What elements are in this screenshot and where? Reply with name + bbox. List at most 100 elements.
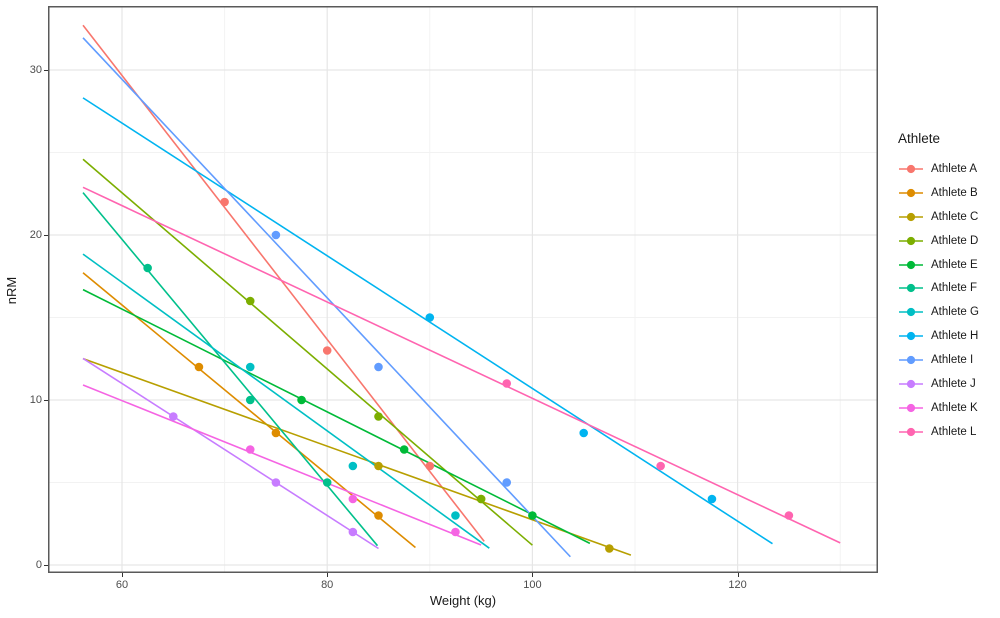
legend-key-dot [906,212,916,221]
trend-line-athlete-d [82,158,533,546]
data-point-athlete-f [245,395,255,405]
legend-item-athlete-j: Athlete J [898,372,979,396]
axis-tick [44,70,48,71]
legend-item-label: Athlete F [931,282,978,295]
legend-key-glyph [899,188,923,197]
legend-key-dot [906,308,916,317]
data-point-athlete-j [348,527,358,537]
data-point-athlete-f [143,263,152,273]
x-tick-label: 120 [728,579,747,591]
x-tick-label: 80 [321,579,334,591]
trend-line-athlete-j [82,357,379,550]
axis-tick [44,235,48,236]
legend-item-athlete-d: Athlete D [898,229,979,253]
data-point-athlete-k [451,527,460,537]
legend-item-athlete-e: Athlete E [898,253,979,277]
legend-key-glyph [899,332,923,341]
data-point-athlete-d [476,494,486,504]
legend-item-label: Athlete G [931,306,979,319]
legend-key-dot [906,284,916,293]
legend-item-athlete-l: Athlete L [898,420,979,444]
data-point-athlete-i [374,362,383,372]
legend-key-glyph [899,284,923,293]
data-point-athlete-k [245,445,255,454]
data-point-athlete-d [374,412,383,421]
trend-line-athlete-f [82,192,379,547]
legend-key-glyph [899,212,923,221]
legend-item-label: Athlete C [931,210,979,223]
data-point-athlete-c [374,461,383,471]
legend-item-athlete-h: Athlete H [898,324,979,348]
data-point-athlete-l [656,461,665,471]
y-tick-label: 20 [29,229,42,241]
legend-item-label: Athlete J [931,377,976,390]
x-tick-label: 100 [523,579,542,591]
axis-tick [122,573,123,577]
legend-item-label: Athlete K [931,401,978,414]
trend-line-athlete-l [82,186,841,544]
legend-key-dot [906,403,916,412]
data-point-athlete-l [784,511,794,520]
legend-item-label: Athlete A [931,162,978,175]
data-point-athlete-c [605,544,614,553]
legend-item-athlete-i: Athlete I [898,348,979,372]
legend-key-glyph [899,379,923,389]
y-tick-label: 0 [35,559,42,571]
data-point-athlete-i [271,230,281,240]
data-point-athlete-j [271,478,281,487]
x-axis-title: Weight (kg) [429,593,497,608]
legend-key-dot [906,427,916,436]
data-point-athlete-a [425,461,435,471]
legend-item-label: Athlete E [931,258,978,271]
legend-items: Athlete A Athlete B Athlete C Athlete D Athl… [898,157,979,444]
legend-key-dot [906,188,916,197]
data-point-athlete-g [451,511,460,520]
legend-key-dot [906,260,916,269]
axis-tick [327,573,329,577]
data-point-athlete-b [271,428,281,438]
legend-key-dot [906,236,916,245]
data-point-athlete-b [374,511,383,520]
legend-item-label: Athlete L [931,425,977,438]
data-point-athlete-h [579,428,588,438]
data-point-athlete-h [425,313,435,322]
panel-background [48,6,878,573]
legend: Athlete Athlete A Athlete B Athlete C Athle… [898,131,979,444]
legend-key-dot [906,332,916,341]
legend-item-label: Athlete D [931,234,979,247]
data-point-athlete-b [194,362,204,372]
plot-panel-canvas [48,6,878,573]
legend-key-glyph [899,308,923,317]
data-point-athlete-e [297,395,306,405]
legend-key-glyph [899,164,923,174]
legend-key-glyph [899,260,923,269]
y-tick-label: 30 [29,64,42,76]
data-point-athlete-k [348,494,358,504]
data-point-athlete-i [502,478,512,487]
data-point-athlete-a [220,197,229,207]
trend-line-athlete-a [82,24,485,542]
legend-key-glyph [899,427,923,436]
data-point-athlete-g [245,362,255,372]
legend-key-glyph [899,355,923,365]
axis-tick [737,573,739,577]
data-point-athlete-j [169,412,178,421]
legend-key-dot [906,355,916,365]
data-point-athlete-e [399,445,409,454]
y-axis-title: nRM [4,276,19,305]
legend-item-athlete-b: Athlete B [898,181,979,205]
plot-panel [48,6,878,578]
legend-key-dot [906,379,916,389]
panel-border [48,6,878,573]
data-point-athlete-l [502,379,512,388]
data-point-athlete-e [528,511,537,520]
legend-key-glyph [899,403,923,412]
axis-tick [44,400,48,401]
legend-key-glyph [899,236,923,245]
legend-item-athlete-c: Athlete C [898,205,979,229]
trend-line-athlete-g [82,253,490,549]
trend-line-athlete-b [82,272,416,549]
legend-item-label: Athlete I [931,354,974,367]
x-tick-label: 60 [115,579,129,591]
trend-line-athlete-c [82,357,632,556]
